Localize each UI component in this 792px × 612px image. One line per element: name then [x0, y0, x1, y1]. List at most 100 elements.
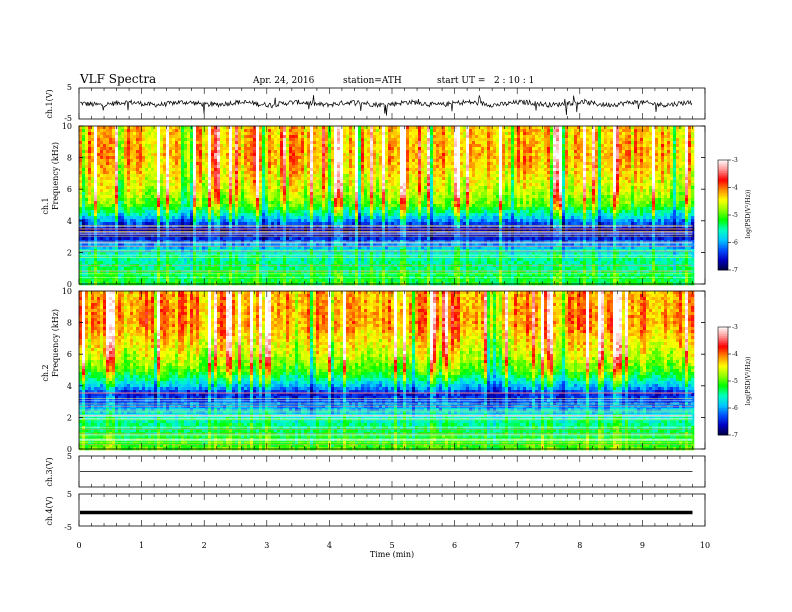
spectrogram-cell [586, 171, 589, 174]
spectrogram-cell [505, 171, 508, 174]
spectrogram-cell [676, 162, 679, 165]
spectrogram-cell [583, 195, 586, 198]
spectrogram-cell [178, 195, 181, 198]
spectrogram-cell [571, 162, 574, 165]
spectrogram-cell [316, 171, 319, 174]
spectrogram-cell [313, 189, 316, 192]
spectrogram-cell [511, 189, 514, 192]
spectrogram-cell [637, 183, 640, 186]
spectrogram-cell [190, 132, 193, 135]
spectrogram-cell [601, 177, 604, 180]
spectrogram-cell [223, 135, 226, 138]
spectrogram-cell [226, 141, 229, 144]
spectrogram-cell [97, 147, 100, 150]
spectrogram-cell [427, 132, 430, 135]
spectrogram-cell [85, 189, 88, 192]
spectrogram-cell [634, 189, 637, 192]
spectrogram-cell [262, 126, 265, 129]
spectrogram-cell [322, 162, 325, 165]
spectrogram-cell [415, 138, 418, 141]
spectrogram-cell [229, 189, 232, 192]
spectrogram-cell [631, 192, 634, 195]
spectrogram-cell [223, 159, 226, 162]
spectrogram-cell [583, 165, 586, 168]
spectrogram-cell [292, 177, 295, 180]
spectrogram-cell [511, 129, 514, 132]
spectrogram-cell [610, 180, 613, 183]
spectrogram-cell [613, 126, 616, 129]
spectrogram-cell [607, 156, 610, 159]
spectrogram-cell [184, 132, 187, 135]
spectrogram-cell [469, 150, 472, 153]
spectrogram-cell [208, 159, 211, 162]
spectrogram-cell [625, 150, 628, 153]
spectrogram-cell [295, 195, 298, 198]
spectrogram-cell [622, 147, 625, 150]
spectrogram-cell [214, 135, 217, 138]
spectrogram-cell [538, 168, 541, 171]
spectrogram-cell [367, 126, 370, 129]
spectrogram-cell [610, 150, 613, 153]
spectrogram-cell [475, 189, 478, 192]
spectrogram-cell [592, 177, 595, 180]
spectrogram-cell [250, 129, 253, 132]
spectrogram-cell [196, 159, 199, 162]
spectrogram-cell [415, 126, 418, 129]
spectrogram-cell [310, 132, 313, 135]
spectrogram-cell [679, 177, 682, 180]
spectrogram-cell [604, 159, 607, 162]
spectrogram-cell [226, 165, 229, 168]
spectrogram-cell [619, 126, 622, 129]
spectrogram-cell [490, 132, 493, 135]
spectrogram-cell [580, 195, 583, 198]
spectrogram-cell [211, 180, 214, 183]
spectrogram-cell [322, 144, 325, 147]
spectrogram-cell [397, 150, 400, 153]
spectrogram-cell [145, 132, 148, 135]
spectrogram-cell [520, 171, 523, 174]
spectrogram-cell [172, 129, 175, 132]
spectrogram-cell [637, 147, 640, 150]
spectrogram-cell [688, 174, 691, 177]
spectrogram-cell [181, 192, 184, 195]
spectrogram-cell [253, 183, 256, 186]
spectrogram-cell [211, 171, 214, 174]
spectrogram-cell [649, 132, 652, 135]
spectrogram-cell [379, 150, 382, 153]
spectrogram-cell [667, 144, 670, 147]
spectrogram-cell [226, 192, 229, 195]
spectrogram-cell [202, 156, 205, 159]
spectrogram-cell [547, 156, 550, 159]
spectrogram-cell [358, 186, 361, 189]
spectrogram-cell [448, 138, 451, 141]
spectrogram-cell [253, 141, 256, 144]
spectrogram-cell [229, 171, 232, 174]
spectrogram-cell [487, 159, 490, 162]
spectrogram-cell [133, 156, 136, 159]
spectrogram-cell [319, 189, 322, 192]
spectrogram-cell [307, 144, 310, 147]
spectrogram-cell [403, 171, 406, 174]
spectrogram-cell [673, 129, 676, 132]
spectrogram-cell [445, 180, 448, 183]
spectrogram-cell [85, 165, 88, 168]
spectrogram-cell [487, 174, 490, 177]
spectrogram-cell [175, 150, 178, 153]
spectrogram-cell [658, 174, 661, 177]
spectrogram-cell [136, 174, 139, 177]
spectrogram-cell [358, 183, 361, 186]
spectrogram-cell [361, 180, 364, 183]
spectrogram-cell [592, 147, 595, 150]
spectrogram-cell [157, 168, 160, 171]
spectrogram-cell [253, 132, 256, 135]
spectrogram-cell [622, 126, 625, 129]
spectrogram-cell [145, 186, 148, 189]
spectrogram-cell [250, 180, 253, 183]
spectrogram-cell [214, 186, 217, 189]
spectrogram-cell [154, 162, 157, 165]
spectrogram-cell [502, 156, 505, 159]
spectrogram-cell [670, 162, 673, 165]
spectrogram-cell [208, 129, 211, 132]
spectrogram-cell [535, 162, 538, 165]
spectrogram-cell [544, 195, 547, 198]
